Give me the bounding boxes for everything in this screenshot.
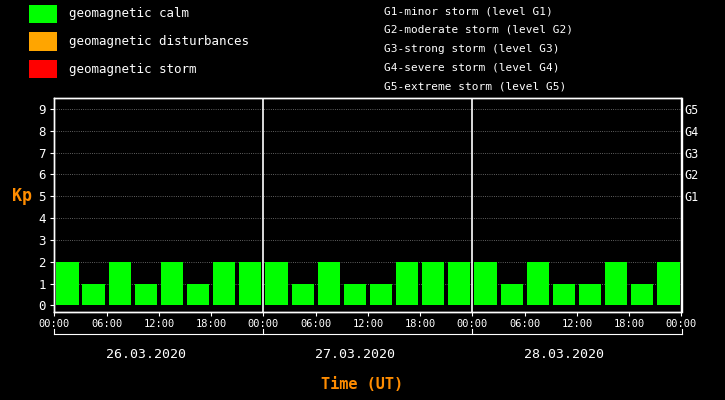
Bar (109, 262, 130, 306)
Bar (83, 284, 104, 306)
Bar (370, 284, 392, 306)
Text: G5-extreme storm (level G5): G5-extreme storm (level G5) (384, 82, 566, 92)
Text: geomagnetic disturbances: geomagnetic disturbances (69, 35, 249, 48)
Bar (448, 262, 471, 306)
Y-axis label: Kp: Kp (12, 187, 32, 205)
Bar (422, 262, 444, 306)
Text: 26.03.2020: 26.03.2020 (106, 348, 186, 361)
Bar (631, 284, 653, 306)
Text: G2-moderate storm (level G2): G2-moderate storm (level G2) (384, 25, 573, 35)
Bar (265, 262, 288, 306)
Bar (500, 284, 523, 306)
Bar (474, 262, 497, 306)
Text: Time (UT): Time (UT) (321, 377, 404, 392)
Bar (579, 284, 601, 306)
Bar (29, 32, 57, 51)
Bar (318, 262, 340, 306)
Text: G4-severe storm (level G4): G4-severe storm (level G4) (384, 63, 560, 73)
Text: geomagnetic calm: geomagnetic calm (69, 7, 189, 20)
Bar (344, 284, 366, 306)
Bar (658, 262, 679, 306)
Bar (291, 284, 314, 306)
Text: 28.03.2020: 28.03.2020 (524, 348, 604, 361)
Bar (29, 60, 57, 78)
Bar (552, 284, 575, 306)
Text: 27.03.2020: 27.03.2020 (315, 348, 395, 361)
Bar (526, 262, 549, 306)
Bar (161, 262, 183, 306)
Bar (135, 284, 157, 306)
Bar (57, 262, 78, 306)
Bar (29, 5, 57, 23)
Bar (187, 284, 210, 306)
Bar (239, 262, 262, 306)
Text: G1-minor storm (level G1): G1-minor storm (level G1) (384, 6, 553, 16)
Bar (396, 262, 418, 306)
Bar (605, 262, 627, 306)
Text: geomagnetic storm: geomagnetic storm (69, 62, 196, 76)
Bar (213, 262, 236, 306)
Text: G3-strong storm (level G3): G3-strong storm (level G3) (384, 44, 560, 54)
